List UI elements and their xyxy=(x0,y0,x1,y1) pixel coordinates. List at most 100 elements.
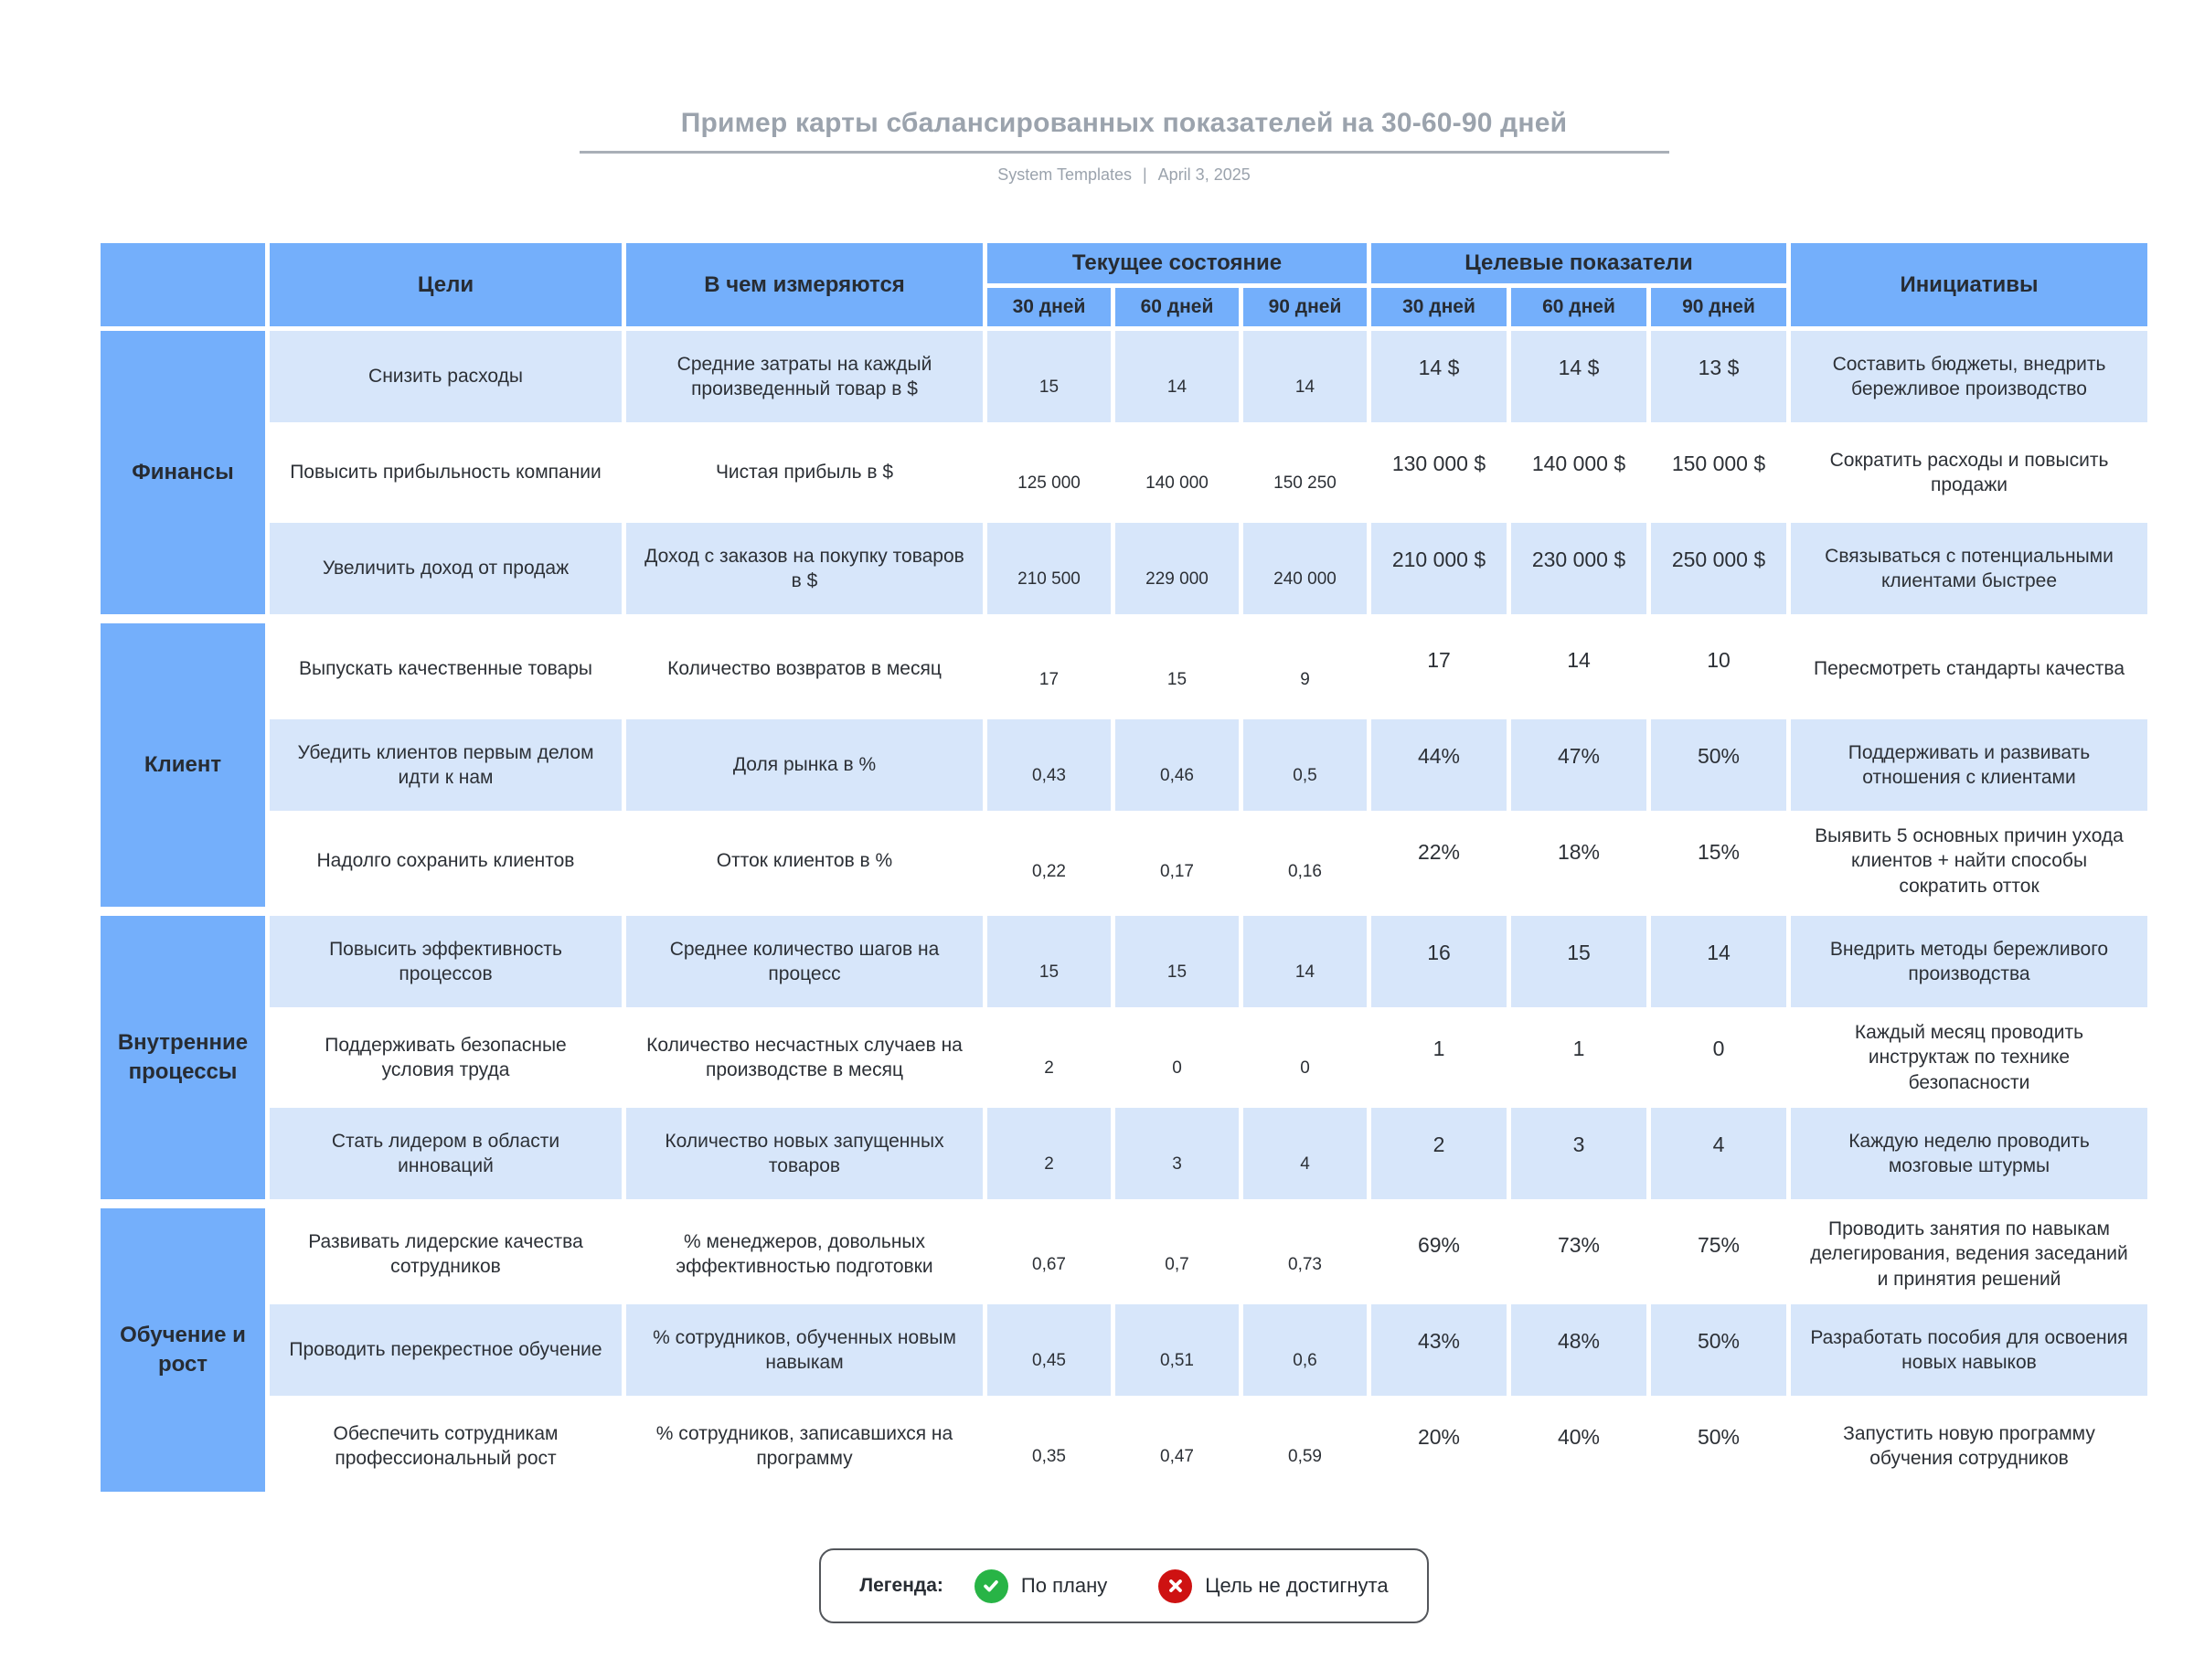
current-value-cell: 0,59 xyxy=(1243,1400,1367,1492)
date: April 3, 2025 xyxy=(1157,165,1251,184)
target-value-cell: 22% xyxy=(1371,815,1507,907)
current-value-cell: 0 xyxy=(1115,1012,1239,1103)
target-value-cell: 43% xyxy=(1371,1304,1507,1396)
target-value-cell: 14 $ xyxy=(1511,331,1646,422)
current-value-cell: 0,46 xyxy=(1115,719,1239,811)
measure-cell: Среднее количество шагов на процесс xyxy=(626,916,983,1007)
initiative-cell: Разработать пособия для освоения новых н… xyxy=(1791,1304,2147,1396)
target-value-cell: 20% xyxy=(1371,1400,1507,1492)
page: Пример карты сбалансированных показателе… xyxy=(101,0,2147,1623)
current-value-cell: 2 xyxy=(987,1108,1111,1199)
goal-cell: Стать лидером в области инноваций xyxy=(270,1108,622,1199)
measure-cell: Средние затраты на каждый произведенный … xyxy=(626,331,983,422)
measure-cell: % сотрудников, обученных новым навыкам xyxy=(626,1304,983,1396)
measure-cell: Количество несчастных случаев на произво… xyxy=(626,1012,983,1103)
group-label: Обучение и рост xyxy=(101,1208,265,1492)
target-value-cell: 15% xyxy=(1651,815,1786,907)
target-value-cell: 14 $ xyxy=(1371,331,1507,422)
target-value-cell: 16 xyxy=(1371,916,1507,1007)
initiative-cell: Каждую неделю проводить мозговые штурмы xyxy=(1791,1108,2147,1199)
target-value-cell: 75% xyxy=(1651,1208,1786,1300)
goal-cell: Обеспечить сотрудникам профессиональный … xyxy=(270,1400,622,1492)
current-value-cell: 2 xyxy=(987,1012,1111,1103)
goal-cell: Надолго сохранить клиентов xyxy=(270,815,622,907)
goal-cell: Выпускать качественные товары xyxy=(270,623,622,715)
initiative-cell: Каждый месяц проводить инструктаж по тех… xyxy=(1791,1012,2147,1103)
current-value-cell: 4 xyxy=(1243,1108,1367,1199)
subtitle-divider: | xyxy=(1142,165,1147,184)
current-value-cell: 9 xyxy=(1243,623,1367,715)
current-value-cell: 125 000 xyxy=(987,427,1111,518)
target-value-cell: 230 000 $ xyxy=(1511,523,1646,614)
period-header: 60 дней xyxy=(1115,288,1239,326)
target-value-cell: 50% xyxy=(1651,719,1786,811)
target-value-cell: 4 xyxy=(1651,1108,1786,1199)
goal-cell: Повысить эффективность процессов xyxy=(270,916,622,1007)
column-header-measures: В чем измеряются xyxy=(626,243,983,326)
page-subtitle: System Templates | April 3, 2025 xyxy=(101,165,2147,185)
goal-cell: Снизить расходы xyxy=(270,331,622,422)
measure-cell: % менеджеров, довольных эффективностью п… xyxy=(626,1208,983,1300)
initiative-cell: Поддерживать и развивать отношения с кли… xyxy=(1791,719,2147,811)
target-value-cell: 14 xyxy=(1511,623,1646,715)
period-header: 30 дней xyxy=(1371,288,1507,326)
current-value-cell: 17 xyxy=(987,623,1111,715)
legend-item-goal-not-met: Цель не достигнута xyxy=(1158,1568,1389,1603)
table-header: Цели В чем измеряются Текущее состояние … xyxy=(101,243,2147,326)
target-value-cell: 47% xyxy=(1511,719,1646,811)
cross-icon xyxy=(1158,1568,1193,1603)
current-value-cell: 0,6 xyxy=(1243,1304,1367,1396)
group-label: Клиент xyxy=(101,623,265,907)
measure-cell: % сотрудников, записавшихся на программу xyxy=(626,1400,983,1492)
column-header-targets: Целевые показатели xyxy=(1371,243,1786,283)
current-value-cell: 0,7 xyxy=(1115,1208,1239,1300)
goal-cell: Проводить перекрестное обучение xyxy=(270,1304,622,1396)
column-header-initiatives: Инициативы xyxy=(1791,243,2147,326)
period-header: 60 дней xyxy=(1511,288,1646,326)
initiative-cell: Запустить новую программу обучения сотру… xyxy=(1791,1400,2147,1492)
current-value-cell: 0,35 xyxy=(987,1400,1111,1492)
current-value-cell: 0,67 xyxy=(987,1208,1111,1300)
period-header: 90 дней xyxy=(1243,288,1367,326)
legend-item-on-plan: По плану xyxy=(974,1568,1107,1603)
current-value-cell: 140 000 xyxy=(1115,427,1239,518)
group-label: Финансы xyxy=(101,331,265,614)
current-value-cell: 0,45 xyxy=(987,1304,1111,1396)
initiative-cell: Выявить 5 основных причин ухода клиентов… xyxy=(1791,815,2147,907)
goal-cell: Развивать лидерские качества сотрудников xyxy=(270,1208,622,1300)
current-value-cell: 14 xyxy=(1243,916,1367,1007)
current-value-cell: 14 xyxy=(1115,331,1239,422)
current-value-cell: 15 xyxy=(987,916,1111,1007)
group-client: Клиент Выпускать качественные товары Кол… xyxy=(101,623,2147,907)
target-value-cell: 40% xyxy=(1511,1400,1646,1492)
legend: Легенда: По плану Цель не достигнута xyxy=(819,1548,1429,1623)
current-value-cell: 0,16 xyxy=(1243,815,1367,907)
measure-cell: Количество новых запущенных товаров xyxy=(626,1108,983,1199)
group-finance: Финансы Снизить расходы Средние затраты … xyxy=(101,331,2147,614)
balanced-scorecard-table: Цели В чем измеряются Текущее состояние … xyxy=(101,243,2147,1492)
byline: System Templates xyxy=(997,165,1132,184)
current-value-cell: 210 500 xyxy=(987,523,1111,614)
current-value-cell: 0,22 xyxy=(987,815,1111,907)
current-value-cell: 15 xyxy=(1115,623,1239,715)
column-header-goals: Цели xyxy=(270,243,622,326)
current-value-cell: 150 250 xyxy=(1243,427,1367,518)
column-header-current-state: Текущее состояние xyxy=(987,243,1367,283)
current-value-cell: 0,17 xyxy=(1115,815,1239,907)
initiative-cell: Сократить расходы и повысить продажи xyxy=(1791,427,2147,518)
legend-item-label: Цель не достигнута xyxy=(1205,1574,1389,1597)
current-value-cell: 0,5 xyxy=(1243,719,1367,811)
target-value-cell: 3 xyxy=(1511,1108,1646,1199)
target-value-cell: 210 000 $ xyxy=(1371,523,1507,614)
target-value-cell: 15 xyxy=(1511,916,1646,1007)
title-underline xyxy=(579,151,1669,154)
period-header: 30 дней xyxy=(987,288,1111,326)
target-value-cell: 17 xyxy=(1371,623,1507,715)
target-value-cell: 50% xyxy=(1651,1400,1786,1492)
current-value-cell: 240 000 xyxy=(1243,523,1367,614)
goal-cell: Убедить клиентов первым делом идти к нам xyxy=(270,719,622,811)
measure-cell: Количество возвратов в месяц xyxy=(626,623,983,715)
initiative-cell: Проводить занятия по навыкам делегирован… xyxy=(1791,1208,2147,1300)
current-value-cell: 15 xyxy=(987,331,1111,422)
goal-cell: Повысить прибыльность компании xyxy=(270,427,622,518)
